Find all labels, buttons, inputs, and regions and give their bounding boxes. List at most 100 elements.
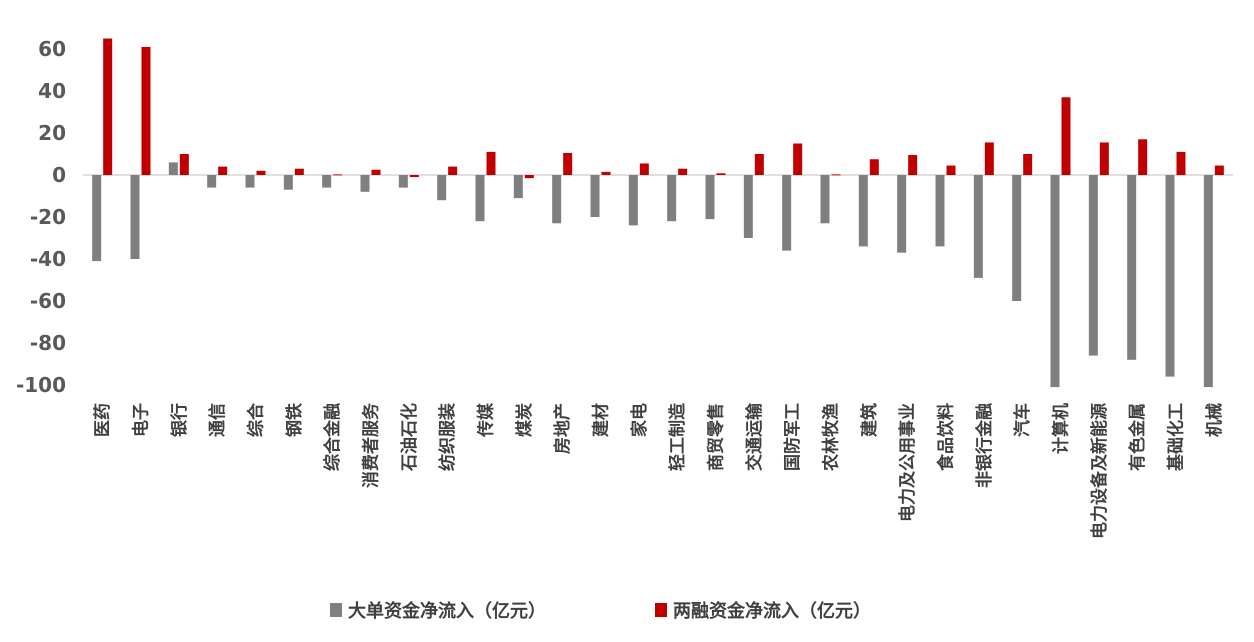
category-label: 轻工制造 xyxy=(667,402,688,471)
bar-margin-19 xyxy=(831,174,841,176)
y-tick-label: 20 xyxy=(38,121,66,145)
bar-margin-14 xyxy=(639,163,649,175)
bar-large-order-6 xyxy=(322,175,332,188)
bar-large-order-29 xyxy=(1203,175,1213,388)
bar-large-order-24 xyxy=(1012,175,1022,301)
category-label: 电力设备及新能源 xyxy=(1089,403,1110,539)
bar-margin-13 xyxy=(601,171,611,175)
y-tick-label: -20 xyxy=(30,205,66,229)
y-axis-tick-labels: 60 40 20 0 -20 -40 -60 -80 -100 xyxy=(16,37,66,397)
bar-large-order-18 xyxy=(782,175,792,251)
bar-margin-26 xyxy=(1099,142,1109,175)
bar-margin-21 xyxy=(908,155,918,175)
category-label: 纺织服装 xyxy=(437,403,458,471)
bar-margin-10 xyxy=(486,151,496,175)
bar-large-order-13 xyxy=(590,175,600,217)
bar-large-order-22 xyxy=(935,175,945,247)
bar-large-order-7 xyxy=(360,175,370,192)
bars-group xyxy=(92,38,1224,388)
category-label: 传媒 xyxy=(476,402,497,438)
bar-margin-9 xyxy=(448,166,458,175)
bar-large-order-11 xyxy=(513,175,523,199)
bar-large-order-0 xyxy=(92,175,102,262)
category-label: 机械 xyxy=(1204,403,1225,437)
category-label: 食品饮料 xyxy=(936,403,957,471)
bar-margin-20 xyxy=(869,159,879,175)
category-label: 电力及公用事业 xyxy=(897,403,918,522)
bar-margin-16 xyxy=(716,173,726,175)
bar-large-order-28 xyxy=(1165,175,1175,377)
legend-swatch-large-order xyxy=(330,603,342,617)
bar-margin-0 xyxy=(103,38,113,175)
category-label: 消费者服务 xyxy=(361,402,382,488)
bar-margin-7 xyxy=(371,169,381,175)
bar-margin-28 xyxy=(1176,151,1186,175)
category-label: 农林牧渔 xyxy=(821,403,842,472)
bar-margin-3 xyxy=(218,166,228,175)
category-label: 汽车 xyxy=(1012,403,1033,437)
y-tick-label: 60 xyxy=(38,37,66,61)
bar-large-order-14 xyxy=(628,175,638,226)
bar-large-order-20 xyxy=(858,175,868,247)
category-label: 电子 xyxy=(131,403,152,437)
bar-large-order-3 xyxy=(207,175,217,188)
legend: 大单资金净流入（亿元） 两融资金净流入（亿元） xyxy=(330,600,871,622)
bar-margin-1 xyxy=(141,46,151,176)
y-tick-label: 0 xyxy=(52,163,66,187)
bar-margin-25 xyxy=(1061,97,1071,175)
bar-large-order-10 xyxy=(475,175,485,222)
category-label: 交通运输 xyxy=(744,402,765,471)
y-tick-label: -80 xyxy=(30,331,66,355)
bar-margin-8 xyxy=(409,175,419,178)
bar-large-order-8 xyxy=(398,175,408,188)
bar-margin-23 xyxy=(984,142,994,175)
category-label: 国防军工 xyxy=(782,403,803,471)
bar-large-order-27 xyxy=(1127,175,1137,360)
category-labels: 医药 电子 银行 通信 综合 钢铁 综合金融 消费者服务 石油石化 纺织服装 传媒 煤炭 房地产 建材 家电… xyxy=(92,402,1225,539)
category-label: 综合 xyxy=(246,402,267,437)
bar-margin-15 xyxy=(678,168,688,175)
category-label: 基础化工 xyxy=(1166,403,1187,472)
category-label: 医药 xyxy=(92,403,113,437)
bar-large-order-9 xyxy=(437,175,447,201)
y-tick-label: -100 xyxy=(16,373,66,397)
bar-margin-5 xyxy=(294,168,304,175)
bar-large-order-1 xyxy=(130,175,140,259)
bar-margin-27 xyxy=(1138,139,1148,175)
y-tick-label: -40 xyxy=(30,247,66,271)
category-label: 家电 xyxy=(629,403,650,437)
bar-large-order-21 xyxy=(897,175,907,253)
bar-large-order-17 xyxy=(743,175,753,238)
bar-large-order-4 xyxy=(245,175,255,188)
bar-margin-17 xyxy=(754,154,764,175)
category-label: 石油石化 xyxy=(399,403,420,472)
bar-large-order-26 xyxy=(1088,175,1098,356)
y-tick-label: 40 xyxy=(38,79,66,103)
bar-large-order-15 xyxy=(667,175,677,222)
y-tick-label: -60 xyxy=(30,289,66,313)
bar-margin-4 xyxy=(256,170,266,175)
category-label: 煤炭 xyxy=(514,403,535,437)
bar-margin-11 xyxy=(524,175,534,179)
bar-large-order-25 xyxy=(1050,175,1060,388)
bar-margin-29 xyxy=(1214,165,1224,175)
bar-margin-6 xyxy=(333,174,343,176)
bar-margin-18 xyxy=(793,143,803,175)
category-label: 建筑 xyxy=(859,403,880,437)
legend-swatch-margin xyxy=(655,603,667,617)
bar-large-order-19 xyxy=(820,175,830,224)
category-label: 通信 xyxy=(207,403,228,437)
category-label: 综合金融 xyxy=(322,403,343,471)
bar-margin-12 xyxy=(563,152,573,175)
bar-margin-22 xyxy=(946,165,956,175)
legend-label-large-order: 大单资金净流入（亿元） xyxy=(348,600,546,622)
bar-large-order-5 xyxy=(283,175,293,190)
category-label: 有色金属 xyxy=(1127,403,1148,471)
bar-margin-2 xyxy=(179,154,189,175)
bar-large-order-16 xyxy=(705,175,715,220)
legend-label-margin: 两融资金净流入（亿元） xyxy=(673,600,871,622)
bar-margin-24 xyxy=(1023,154,1033,175)
bar-large-order-12 xyxy=(552,175,562,224)
category-label: 银行 xyxy=(169,403,190,437)
